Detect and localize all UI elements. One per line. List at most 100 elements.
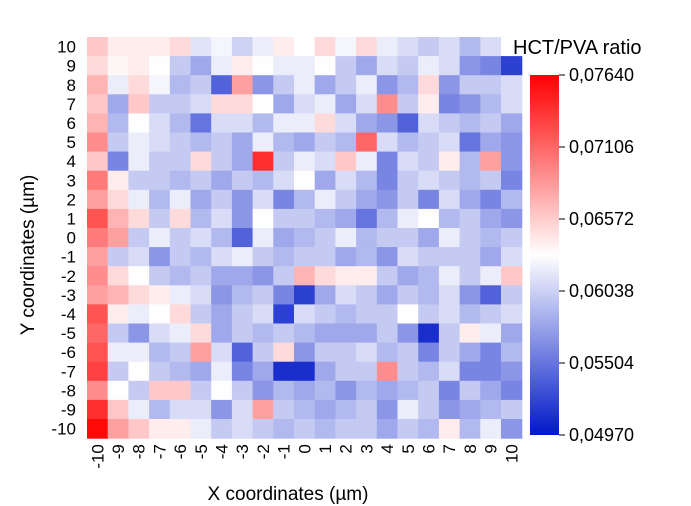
y-tick-label: -10	[51, 420, 76, 439]
heatmap-cell	[252, 37, 274, 57]
y-tick-label: 6	[67, 114, 76, 133]
heatmap-cell	[231, 266, 254, 286]
heatmap-cell	[107, 361, 129, 382]
heatmap-cell	[459, 380, 481, 401]
heatmap-cell	[294, 170, 316, 191]
heatmap-cell	[190, 228, 212, 248]
heatmap-cell	[438, 342, 461, 363]
heatmap-cell	[231, 56, 254, 76]
heatmap-cell	[273, 228, 295, 248]
heatmap-cell	[149, 399, 171, 420]
heatmap-cell	[149, 189, 171, 210]
heatmap-cell	[252, 189, 274, 210]
heatmap-cell	[335, 94, 357, 114]
heatmap-cell	[397, 189, 419, 210]
heatmap-cell	[314, 342, 336, 363]
heatmap-cell	[314, 75, 336, 95]
heatmap-cell	[87, 132, 109, 153]
heatmap-cell	[314, 285, 336, 305]
heatmap-cell	[335, 75, 357, 95]
heatmap-cell	[376, 361, 399, 382]
heatmap-cell	[418, 113, 440, 134]
heatmap-cell	[190, 113, 212, 134]
heatmap-cell	[501, 342, 523, 363]
heatmap-cell	[107, 113, 129, 134]
heatmap-cell	[190, 361, 212, 382]
x-tick-label: 5	[399, 444, 418, 453]
heatmap-cell	[107, 75, 129, 95]
heatmap-cell	[169, 342, 192, 363]
heatmap-cell	[107, 37, 129, 57]
heatmap-cell	[211, 151, 233, 172]
heatmap-cell	[335, 247, 357, 267]
y-tick-label: -8	[61, 381, 76, 400]
heatmap-cell	[438, 304, 461, 325]
heatmap-cell	[397, 399, 419, 420]
heatmap-cell	[149, 228, 171, 248]
heatmap-cell	[501, 113, 523, 134]
heatmap-cell	[87, 380, 109, 401]
heatmap-cell	[294, 399, 316, 420]
heatmap-cell	[376, 132, 399, 153]
heatmap-cell	[190, 75, 212, 95]
heatmap-cell	[335, 380, 357, 401]
heatmap-cell	[418, 304, 440, 325]
heatmap-cell	[356, 304, 378, 325]
y-tick-label: 5	[67, 133, 76, 152]
heatmap-cell	[149, 247, 171, 267]
heatmap-cell	[356, 285, 378, 305]
heatmap-cell	[480, 323, 502, 344]
heatmap-cell	[107, 380, 129, 401]
heatmap-cell	[211, 228, 233, 248]
heatmap-cell	[128, 94, 150, 114]
heatmap-cell	[273, 75, 295, 95]
heatmap-cell	[273, 342, 295, 363]
heatmap-cell	[294, 266, 316, 286]
heatmap-cell	[273, 94, 295, 114]
heatmap-cell	[376, 285, 399, 305]
heatmap-cell	[128, 132, 150, 153]
heatmap-cell	[459, 113, 481, 134]
heatmap-cell	[211, 56, 233, 76]
heatmap-cell	[438, 132, 461, 153]
heatmap-cell	[335, 208, 357, 229]
heatmap-cell	[149, 304, 171, 325]
heatmap-cell	[231, 189, 254, 210]
heatmap-cell	[149, 132, 171, 153]
heatmap-cell	[397, 342, 419, 363]
heatmap-cell	[356, 323, 378, 344]
heatmap-cell	[211, 266, 233, 286]
y-tick-label: 9	[67, 57, 76, 76]
heatmap-cell	[438, 56, 461, 76]
heatmap-cell	[273, 56, 295, 76]
heatmap-cell	[87, 361, 109, 382]
heatmap-cell	[211, 208, 233, 229]
heatmap-cell	[356, 399, 378, 420]
heatmap-cell	[438, 94, 461, 114]
heatmap-cell	[459, 228, 481, 248]
heatmap-cell	[252, 399, 274, 420]
heatmap-cell	[128, 361, 150, 382]
heatmap-cell	[501, 189, 523, 210]
x-tick-label: -3	[233, 444, 252, 459]
heatmap-cell	[501, 323, 523, 344]
heatmap-cell	[190, 380, 212, 401]
heatmap-cell	[169, 399, 192, 420]
x-tick-label: -5	[192, 444, 211, 459]
heatmap-cell	[356, 94, 378, 114]
heatmap-cell	[335, 228, 357, 248]
heatmap-cell	[169, 380, 192, 401]
heatmap-cell	[501, 266, 523, 286]
heatmap-cell	[294, 113, 316, 134]
heatmap-cell	[438, 75, 461, 95]
heatmap-cell	[273, 151, 295, 172]
heatmap-cell	[128, 75, 150, 95]
heatmap-cell	[480, 170, 502, 191]
heatmap-cell	[190, 37, 212, 57]
heatmap-cell	[128, 342, 150, 363]
heatmap-cell	[107, 419, 129, 439]
heatmap-cell	[418, 75, 440, 95]
heatmap-cell	[376, 208, 399, 229]
heatmap-cell	[211, 170, 233, 191]
x-tick-labels: -10 -9 -8 -7 -6 -5 -4 -3 -2 -1 0 1 2 3 4 5 6 7 8 9 10	[88, 444, 521, 469]
